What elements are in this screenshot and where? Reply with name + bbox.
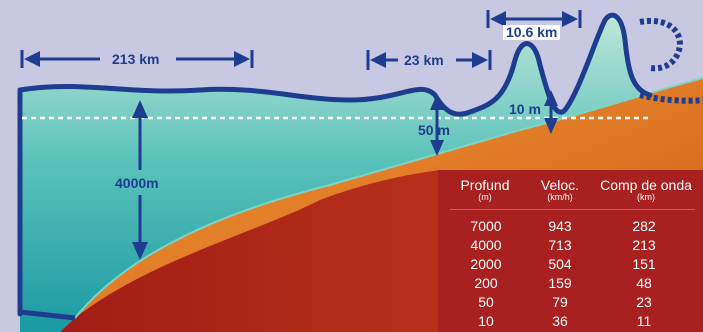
tsunami-data-table: Profund (m) Veloc. (km/h) Comp de onda (… <box>438 170 703 332</box>
wavelength-arrow-10-6 <box>486 10 582 28</box>
depth-arrow-4000 <box>132 100 148 260</box>
wavelength-arrow-23 <box>366 50 492 70</box>
header-wavelength: Comp de onda (km) <box>600 177 692 202</box>
seafloor-edge <box>74 77 703 319</box>
seafloor-deep <box>60 170 440 332</box>
depth-arrow-50 <box>430 94 444 156</box>
breaking-wave-curl <box>639 18 684 72</box>
table-row: 4000 713 213 <box>470 237 656 253</box>
table-row: 200 159 48 <box>474 275 652 291</box>
header-divider <box>450 209 695 210</box>
header-depth: Profund (m) <box>460 177 510 202</box>
depth-label-4000: 4000m <box>115 175 159 191</box>
table-row: 10 36 11 <box>478 313 652 329</box>
wavelength-label-23: 23 km <box>404 52 444 68</box>
breaking-wave-foam <box>639 92 703 104</box>
wavelength-label-10-6: 10.6 km <box>503 25 561 40</box>
table-row: 2000 504 151 <box>470 256 656 272</box>
table-row: 7000 943 282 <box>470 218 656 234</box>
wavelength-arrow-213 <box>20 50 254 68</box>
depth-label-50: 50 m <box>418 122 450 138</box>
depth-arrow-10 <box>544 90 558 134</box>
wavelength-label-213: 213 km <box>112 51 160 67</box>
ocean-floor-left <box>19 309 76 321</box>
depth-label-10: 10 m <box>509 101 541 117</box>
header-speed: Veloc. (km/h) <box>540 177 580 202</box>
wave-profile <box>17 12 653 317</box>
table-row: 50 79 23 <box>478 294 652 310</box>
